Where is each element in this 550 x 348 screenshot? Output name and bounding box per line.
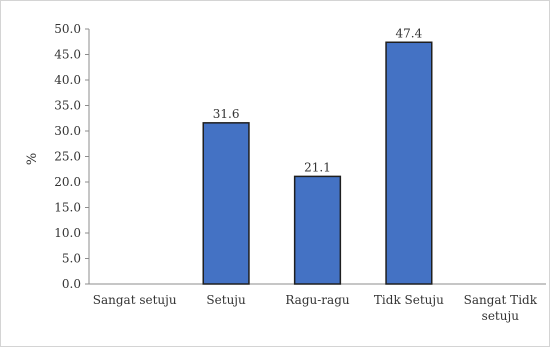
y-tick-label: 25.0 (54, 150, 81, 164)
bar (293, 175, 342, 285)
y-tick-label: 50.0 (54, 22, 81, 36)
y-tick-label: 10.0 (54, 226, 81, 240)
x-category-label: Sangat Tidk (464, 293, 538, 307)
x-category-label: Tidk Setuju (374, 293, 444, 307)
data-label: 47.4 (396, 26, 423, 40)
bar (385, 41, 433, 285)
x-category-label: Setuju (206, 293, 246, 307)
y-tick-label: 40.0 (54, 73, 81, 87)
data-labels: 31.6 21.1 47.4 (213, 26, 423, 174)
y-tick-label: 0.0 (62, 277, 81, 291)
bars (202, 41, 433, 285)
x-category-label: Sangat setuju (93, 293, 177, 307)
y-tick-label: 45.0 (54, 48, 81, 62)
bar (202, 122, 250, 285)
x-category-label: setuju (482, 309, 520, 323)
y-tick-label: 20.0 (54, 175, 81, 189)
x-category-label: Ragu-ragu (285, 293, 350, 307)
y-tick-label: 5.0 (62, 252, 81, 266)
y-tick-label: 15.0 (54, 201, 81, 215)
data-label: 31.6 (213, 107, 240, 121)
x-axis-categories: Sangat setuju Setuju Ragu-ragu Tidk Setuju S… (93, 293, 538, 323)
y-axis: 0.0 5.0 10.0 15.0 20.0 25.0 30.0 35.0 40.0 45.0 50… (54, 22, 546, 291)
y-tick-label: 30.0 (54, 124, 81, 138)
y-tick-label: 35.0 (54, 99, 81, 113)
y-axis-title: % (25, 153, 40, 165)
data-label: 21.1 (304, 160, 331, 174)
